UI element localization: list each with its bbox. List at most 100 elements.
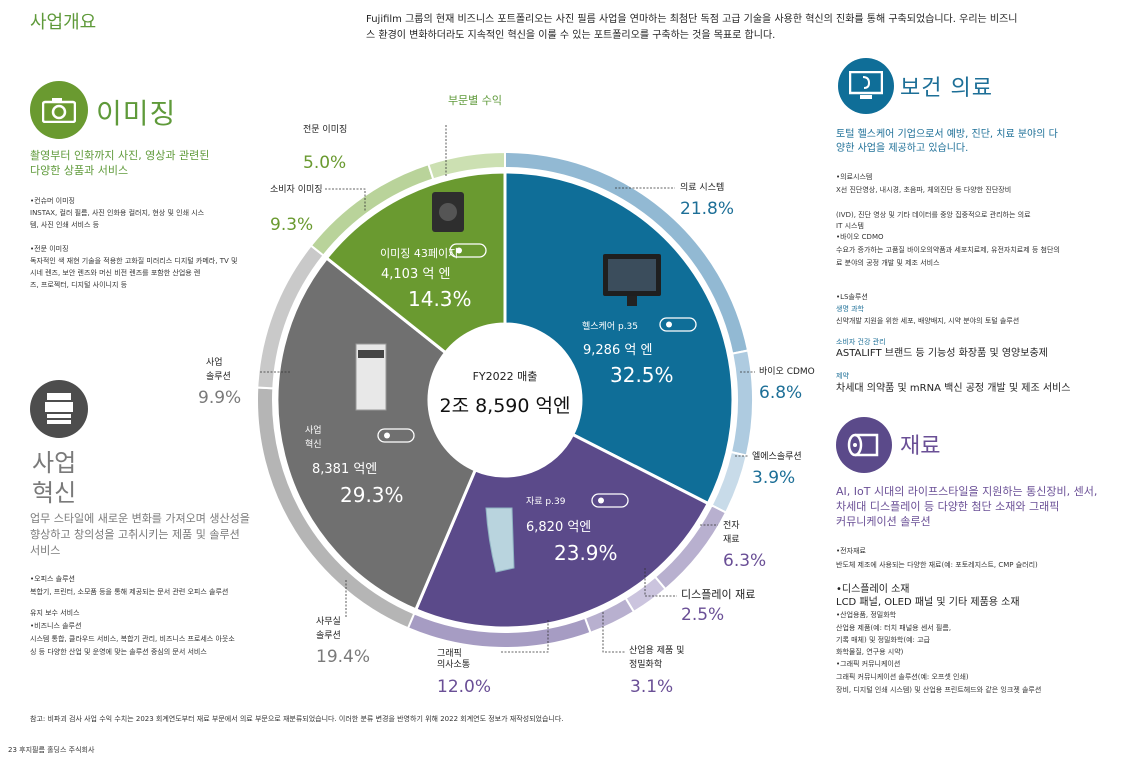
subsegment-pct-7: 19.4% bbox=[316, 647, 370, 667]
imaging-seg-value: 4,103 억 엔 bbox=[381, 267, 450, 282]
materials-t3c: 화학물질, 연구용 시약) bbox=[836, 648, 904, 656]
monitor-glyph bbox=[849, 71, 883, 99]
subsegment-pct-2: 3.9% bbox=[752, 468, 795, 488]
healthcare-t2: (IVD), 진단 영상 및 기타 데이터를 중앙 집중적으로 관리하는 의료 bbox=[836, 211, 1031, 219]
camera-lens bbox=[439, 203, 457, 221]
business-t3a: 시스템 통합, 클라우드 서비스, 복합기 관리, 비즈니스 프로세스 아웃소 bbox=[30, 635, 235, 643]
materials-seg-pct: 23.9% bbox=[554, 541, 618, 565]
subsegment-label-3: 전자 bbox=[723, 520, 740, 531]
subsegment-label2-6: 의사소통 bbox=[437, 659, 470, 670]
subsegment-pct-10: 5.0% bbox=[303, 153, 346, 173]
materials-subtitle-2: 차세대 디스플레이 등 다양한 첨단 소재와 그래픽 bbox=[836, 500, 1060, 513]
materials-t3a: 산업용 제품(예: 터치 패널용 센서 필름, bbox=[836, 624, 952, 632]
footnote: 참고: 비파괴 검사 사업 수익 수치는 2023 회계연도부터 재료 부문에서… bbox=[30, 715, 564, 723]
imaging-t2b: 시네 렌즈, 보안 렌즈와 머신 비전 렌즈를 포함한 산업용 렌 bbox=[30, 269, 201, 277]
imaging-t2c: 즈, 프로젝터, 디지털 사이니지 등 bbox=[30, 281, 128, 289]
film-illustration bbox=[485, 507, 515, 573]
subsegment-label-2: 엘에스솔루션 bbox=[752, 451, 802, 462]
subsegment-label2-5: 정밀화학 bbox=[629, 658, 662, 670]
subsegment-pct-1: 6.8% bbox=[759, 383, 802, 403]
healthcare-subtitle-2: 양한 사업을 제공하고 있습니다. bbox=[836, 143, 969, 154]
healthcare-seg-name: 헬스케어 p.35 bbox=[582, 321, 638, 332]
subsegment-label-7: 사무실 bbox=[316, 616, 341, 627]
materials-play-button[interactable] bbox=[591, 493, 629, 508]
subsegment-ring-10 bbox=[427, 150, 506, 181]
materials-seg-name: 자료 p.39 bbox=[526, 496, 566, 507]
materials-t4b: 장비, 디지털 인쇄 시스템) 및 산업용 프린트헤드와 같은 잉크젯 솔루션 bbox=[836, 686, 1042, 694]
materials-subtitle-1: AI, IoT 시대의 라이프스타일을 지원하는 통신장비, 센서, bbox=[836, 485, 1098, 498]
subsegment-pct-0: 21.8% bbox=[680, 199, 734, 219]
healthcare-seg-pct: 32.5% bbox=[610, 363, 674, 387]
page-title: 사업개요 bbox=[30, 12, 97, 33]
monitor-stand bbox=[627, 296, 637, 306]
subsegment-label-6: 그래픽 bbox=[437, 648, 462, 659]
healthcare-t4b: 료 분야의 공정 개발 및 제조 서비스 bbox=[836, 259, 940, 267]
healthcare-t3: IT 시스템 bbox=[836, 222, 864, 230]
imaging-t1b: 템, 사진 인쇄 서비스 등 bbox=[30, 221, 100, 229]
materials-t2: LCD 패널, OLED 패널 및 기타 제품용 소재 bbox=[836, 597, 1020, 608]
business-t1: 복합기, 프린터, 소모품 등을 통해 제공되는 문서 관련 오피스 솔루션 bbox=[30, 588, 229, 596]
subsegment-label-4: 디스플레이 재료 bbox=[681, 588, 755, 601]
healthcare-t6: ASTALIFT 브랜드 등 기능성 화장품 및 영양보충제 bbox=[836, 348, 1048, 359]
subsegment-label2-3: 재료 bbox=[723, 534, 740, 545]
center-value: 2조 8,590 억엔 bbox=[439, 395, 570, 417]
materials-subtitle-3: 커뮤니케이션 솔루션 bbox=[836, 515, 931, 528]
imaging-t1a: INSTAX, 컬러 필름, 사진 인화용 컬러지, 현상 및 인쇄 시스 bbox=[30, 209, 205, 217]
healthcare-play-button-dot bbox=[666, 321, 672, 328]
imaging-h1: •컨슈머 이미징 bbox=[30, 197, 75, 205]
subsegment-label-10: 전문 이미징 bbox=[303, 124, 347, 135]
camera-icon bbox=[30, 81, 88, 139]
healthcare-t7: 차세대 의약품 및 mRNA 백신 공정 개발 및 제조 서비스 bbox=[836, 383, 1071, 394]
materials-h3: •산업용품, 정밀화학 bbox=[836, 611, 897, 619]
chart-title: 부문별 수익 bbox=[448, 94, 502, 107]
materials-h2: •디스플레이 소재 bbox=[836, 584, 910, 595]
business-title-2: 혁신 bbox=[32, 479, 77, 507]
materials-play-button-dot bbox=[598, 497, 604, 504]
business-seg-name: 사업 bbox=[305, 425, 322, 436]
business-seg-value: 8,381 억엔 bbox=[312, 462, 377, 477]
materials-t1: 반도체 제조에 사용되는 다양한 재료(예: 포토레지스트, CMP 슬러리) bbox=[836, 561, 1038, 569]
healthcare-play-button[interactable] bbox=[659, 317, 697, 332]
subsegment-label-9: 소비자 이미징 bbox=[270, 184, 323, 195]
business-seg-name-2: 혁신 bbox=[305, 439, 322, 450]
subsegment-label-1: 바이오 CDMO bbox=[759, 366, 815, 377]
imaging-play-button[interactable] bbox=[449, 243, 487, 258]
business-play-button-dot bbox=[384, 432, 390, 439]
materials-title: 재료 bbox=[900, 434, 941, 459]
materials-h4: •그래픽 커뮤니케이션 bbox=[836, 660, 901, 668]
printer-icon bbox=[30, 380, 88, 438]
imaging-seg-name: 이미징 43페이지 bbox=[380, 247, 458, 260]
monitor-screen bbox=[608, 259, 656, 291]
business-h3: •비즈니스 솔루션 bbox=[30, 622, 82, 630]
materials-h1: •전자재료 bbox=[836, 547, 866, 555]
business-play-button[interactable] bbox=[377, 428, 415, 443]
business-h1: •오피스 솔루션 bbox=[30, 575, 75, 583]
camera-glyph bbox=[42, 98, 76, 123]
film-roll-icon bbox=[836, 417, 892, 473]
healthcare-h2: •바이오 CDMO bbox=[836, 233, 884, 241]
subsegment-pct-3: 6.3% bbox=[723, 551, 766, 571]
business-title-1: 사업 bbox=[32, 449, 77, 477]
materials-seg-value: 6,820 억엔 bbox=[526, 520, 591, 535]
subsegment-label2-8: 솔루션 bbox=[206, 371, 231, 382]
healthcare-seg-value: 9,286 억 엔 bbox=[583, 343, 652, 358]
subsegment-label-8: 사업 bbox=[206, 357, 223, 368]
healthcare-t1: X선 진단영상, 내시경, 초음파, 체외진단 등 다양한 진단장비 bbox=[836, 186, 1012, 194]
subsegment-pct-5: 3.1% bbox=[630, 677, 673, 697]
leader-line-9 bbox=[325, 188, 366, 212]
printer-glyph bbox=[45, 393, 73, 424]
subsegment-pct-6: 12.0% bbox=[437, 677, 491, 697]
materials-t4a: 그래픽 커뮤니케이션 솔루션(예: 오프셋 인쇄) bbox=[836, 673, 969, 681]
business-seg-pct: 29.3% bbox=[340, 483, 404, 507]
healthcare-h1: •의료시스템 bbox=[836, 173, 873, 181]
business-t3b: 싱 등 다양한 산업 및 운영에 맞는 솔루션 중심의 문서 서비스 bbox=[30, 648, 207, 656]
business-h2: 유지 보수 서비스 bbox=[30, 609, 80, 617]
imaging-h2: •전문 이미징 bbox=[30, 245, 69, 253]
monitor-icon bbox=[838, 58, 894, 114]
materials-t3b: 기록 매체) 및 정밀화학(예: 고급 bbox=[836, 636, 931, 644]
healthcare-t5: 신약개발 지원을 위한 세포, 배양배지, 시약 분야의 토털 솔루션 bbox=[836, 317, 1020, 325]
leader-line-5 bbox=[602, 612, 625, 653]
imaging-seg-pct: 14.3% bbox=[408, 287, 472, 311]
page-number: 23 후지필름 홀딩스 주식회사 bbox=[8, 746, 95, 754]
